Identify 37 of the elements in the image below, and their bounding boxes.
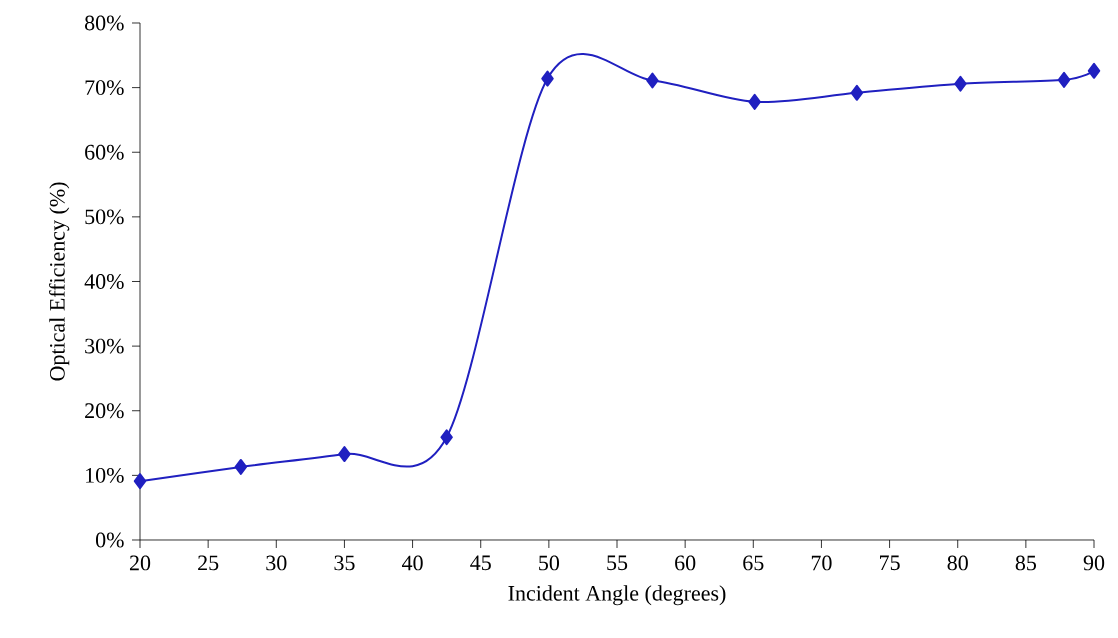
y-tick-label: 60%: [85, 144, 124, 160]
x-tick-label: 30: [266, 555, 287, 571]
x-tick-label: 65: [743, 555, 764, 571]
x-tick-label: 70: [811, 555, 832, 571]
point: [1057, 71, 1071, 88]
point: [541, 70, 554, 87]
y-tick-label: 10%: [86, 467, 124, 483]
x-tick-label: 85: [1015, 555, 1037, 571]
y-tick-label: 40%: [84, 274, 124, 289]
y-tick-label: 50%: [85, 209, 124, 225]
y-tick-label: 30%: [85, 338, 124, 354]
y-tick-label: 70%: [85, 80, 124, 96]
x-tick-label: 55: [607, 555, 628, 571]
x-tick-label: 80: [947, 555, 968, 571]
x-tick-label: 35: [334, 555, 355, 571]
x-tick-label: 50: [539, 555, 560, 571]
point: [850, 84, 864, 101]
x-tick-label: 20: [129, 555, 151, 571]
point: [954, 75, 967, 92]
point: [338, 446, 351, 463]
point: [234, 458, 248, 475]
point: [646, 72, 659, 89]
y-tick-label: 20%: [85, 403, 124, 419]
y-tick-label: 80%: [84, 15, 124, 31]
x-tick-label: 45: [470, 555, 491, 571]
x-tick-label: 40: [402, 555, 423, 571]
x-tick-label: 90: [1083, 555, 1105, 571]
point: [440, 429, 453, 446]
point: [133, 473, 147, 490]
point: [1087, 62, 1101, 79]
point: [748, 93, 761, 110]
x-tick-label: 75: [880, 555, 900, 571]
x-axis-title: Incident Angle (degrees): [508, 585, 726, 606]
x-tick-label: 60: [675, 555, 696, 571]
y-tick-label: 0%: [95, 532, 124, 548]
x-tick-label: 25: [198, 555, 219, 571]
y-axis-title: Optical Efficiency (%): [49, 182, 70, 381]
